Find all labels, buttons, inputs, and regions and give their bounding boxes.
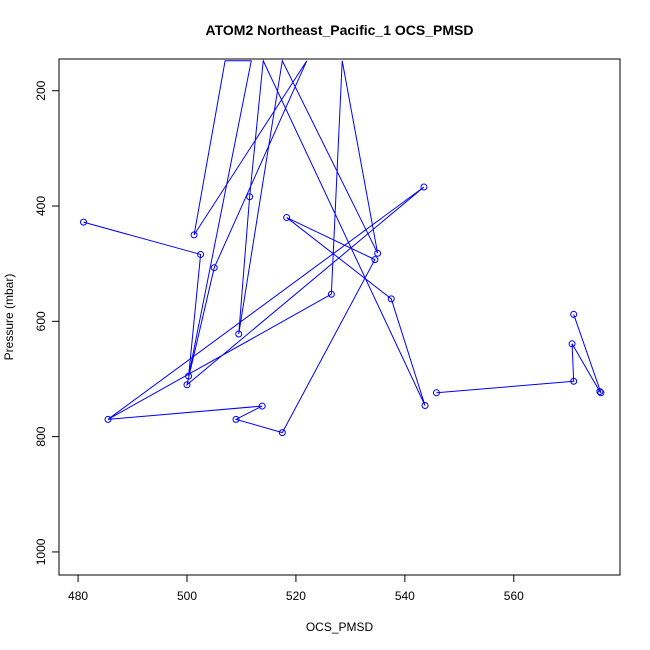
data-point xyxy=(278,429,286,437)
data-point xyxy=(104,415,112,423)
x-tick-label: 520 xyxy=(286,589,306,603)
plot-frame xyxy=(58,58,621,576)
series-line-1 xyxy=(83,59,426,434)
series-line-2 xyxy=(436,314,602,394)
data-point xyxy=(232,415,240,423)
data-point xyxy=(80,218,88,226)
y-tick-label: 200 xyxy=(34,80,48,100)
data-point xyxy=(596,388,604,396)
marker-layer xyxy=(80,183,605,437)
x-tick-label: 500 xyxy=(177,589,197,603)
data-point xyxy=(371,256,379,264)
x-tick-label: 560 xyxy=(504,589,524,603)
chart-title: ATOM2 Northeast_Pacific_1 OCS_PMSD xyxy=(206,22,474,38)
data-point xyxy=(197,250,205,258)
data-point xyxy=(327,290,335,298)
data-point xyxy=(570,310,578,318)
data-point xyxy=(570,377,578,385)
data-point xyxy=(246,193,254,201)
x-axis: 480 500 520 540 560 xyxy=(68,575,524,603)
y-axis-label: Pressure (mbar) xyxy=(2,274,16,361)
series-layer xyxy=(83,59,602,434)
data-point xyxy=(387,295,395,303)
x-tick-label: 540 xyxy=(395,589,415,603)
y-tick-label: 400 xyxy=(34,196,48,216)
x-axis-label: OCS_PMSD xyxy=(306,620,374,634)
data-point xyxy=(210,264,218,272)
data-point xyxy=(190,231,198,239)
y-tick-label: 800 xyxy=(34,426,48,446)
data-point xyxy=(183,381,191,389)
y-tick-label: 600 xyxy=(34,311,48,331)
data-point xyxy=(568,340,576,348)
y-tick-label: 1000 xyxy=(34,538,48,565)
data-point xyxy=(420,183,428,191)
data-point xyxy=(432,389,440,397)
data-point xyxy=(374,249,382,257)
y-axis: 200 400 600 800 1000 xyxy=(34,80,59,565)
data-point xyxy=(597,389,605,397)
x-tick-label: 480 xyxy=(68,589,88,603)
data-point xyxy=(421,402,429,409)
data-point xyxy=(235,330,243,338)
data-point xyxy=(283,214,291,222)
data-point xyxy=(258,402,266,410)
data-point xyxy=(185,372,193,380)
